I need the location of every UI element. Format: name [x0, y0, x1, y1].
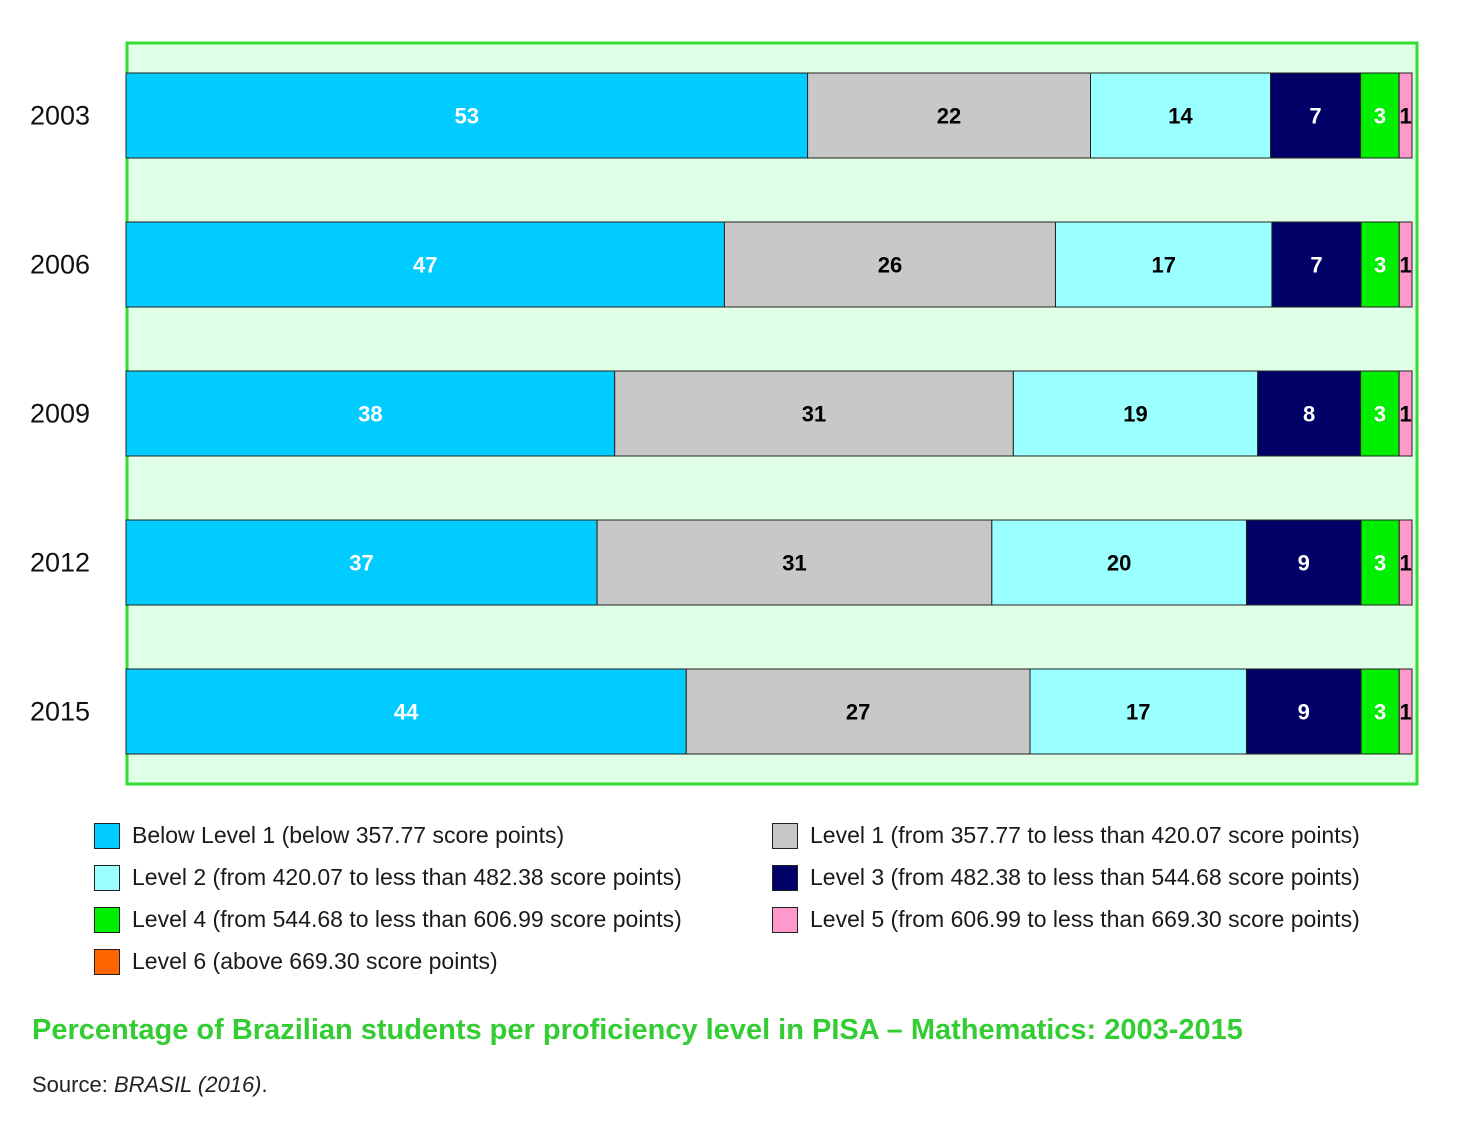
figure-caption: Percentage of Brazilian students per pro…	[32, 1014, 1243, 1046]
bar-segment	[1398, 668, 1413, 755]
data-label: 53	[455, 104, 479, 129]
bar-segment	[1270, 72, 1362, 159]
data-label: 9	[1298, 551, 1310, 576]
legend-label: Below Level 1 (below 357.77 score points…	[132, 822, 565, 848]
data-label: 7	[1310, 253, 1322, 278]
bar-segment	[1398, 519, 1413, 606]
figure-source: Source: BRASIL (2016).	[32, 1072, 268, 1098]
legend-item: Level 4 (from 544.68 to less than 606.99…	[94, 906, 682, 933]
data-label: 31	[782, 551, 806, 576]
data-label: 1	[1399, 402, 1411, 427]
bar-segment	[614, 370, 1014, 457]
data-label: 3	[1374, 551, 1386, 576]
data-label: 9	[1298, 700, 1310, 725]
data-label: 14	[1168, 104, 1193, 129]
bar-segment	[1029, 668, 1247, 755]
legend-item: Level 2 (from 420.07 to less than 482.38…	[94, 864, 682, 891]
y-tick-label: 2006	[30, 250, 90, 280]
data-label: 20	[1107, 551, 1131, 576]
data-label: 26	[878, 253, 902, 278]
data-label: 3	[1374, 253, 1386, 278]
data-label: 3	[1374, 402, 1386, 427]
data-label: 7	[1309, 104, 1321, 129]
data-label: 1	[1399, 104, 1411, 129]
data-label: 17	[1126, 700, 1150, 725]
bar-segment	[685, 668, 1031, 755]
bar-segment	[1360, 221, 1400, 308]
bar-segment	[723, 221, 1056, 308]
data-label: 3	[1374, 700, 1386, 725]
data-label: 17	[1151, 253, 1175, 278]
source-prefix: Source:	[32, 1072, 114, 1097]
legend-label: Level 3 (from 482.38 to less than 544.68…	[810, 864, 1360, 890]
data-label: 31	[802, 402, 826, 427]
legend-swatch	[772, 864, 798, 891]
data-label: 3	[1374, 104, 1386, 129]
bar-segment	[1360, 668, 1400, 755]
legend-label: Level 1 (from 357.77 to less than 420.07…	[810, 822, 1360, 848]
bar-segment	[991, 519, 1247, 606]
data-label: 1	[1400, 253, 1412, 278]
bar-segment	[1271, 221, 1362, 308]
bar-segment	[1398, 370, 1413, 457]
legend-item: Level 1 (from 357.77 to less than 420.07…	[772, 822, 1360, 849]
data-label: 47	[413, 253, 437, 278]
data-label: 38	[358, 402, 382, 427]
bar-segment	[125, 221, 725, 308]
legend-swatch	[94, 948, 120, 975]
data-label: 22	[937, 104, 961, 129]
data-label: 8	[1303, 402, 1315, 427]
legend-label: Level 4 (from 544.68 to less than 606.99…	[132, 906, 682, 932]
data-label: 37	[349, 551, 373, 576]
legend-label: Level 6 (above 669.30 score points)	[132, 948, 498, 974]
y-tick-label: 2012	[30, 548, 90, 578]
y-tick-label: 2003	[30, 101, 90, 131]
bar-segment	[807, 72, 1092, 159]
legend-label: Level 5 (from 606.99 to less than 669.30…	[810, 906, 1360, 932]
source-suffix: .	[261, 1072, 268, 1097]
bar-segment	[125, 370, 616, 457]
bar-segment	[1398, 221, 1413, 308]
source-reference: BRASIL (2016)	[113, 1072, 262, 1097]
bar-segment	[125, 668, 687, 755]
legend-swatch	[772, 906, 798, 933]
legend-item: Level 6 (above 669.30 score points)	[94, 948, 498, 975]
legend-item: Level 3 (from 482.38 to less than 544.68…	[772, 864, 1360, 891]
legend-swatch	[94, 822, 120, 849]
bar-segment	[1012, 370, 1259, 457]
legend-item: Below Level 1 (below 357.77 score points…	[94, 822, 564, 849]
bar-segment	[1360, 519, 1400, 606]
legend-item: Level 5 (from 606.99 to less than 669.30…	[772, 906, 1360, 933]
data-label: 1	[1400, 700, 1412, 725]
bar-segment	[125, 519, 598, 606]
bar-segment	[1090, 72, 1272, 159]
data-label: 27	[846, 700, 870, 725]
legend-swatch	[94, 864, 120, 891]
data-label: 1	[1400, 551, 1412, 576]
legend-label: Level 2 (from 420.07 to less than 482.38…	[132, 864, 682, 890]
y-tick-label: 2015	[30, 697, 90, 727]
bar-segment	[1054, 221, 1273, 308]
bar-segment	[1398, 72, 1413, 159]
bar-segment	[596, 519, 993, 606]
bar-segment	[125, 72, 809, 159]
legend-swatch	[772, 822, 798, 849]
bar-segment	[1360, 72, 1400, 159]
data-label: 44	[394, 700, 419, 725]
legend-swatch	[94, 906, 120, 933]
y-tick-label: 2009	[30, 399, 90, 429]
data-label: 19	[1123, 402, 1147, 427]
